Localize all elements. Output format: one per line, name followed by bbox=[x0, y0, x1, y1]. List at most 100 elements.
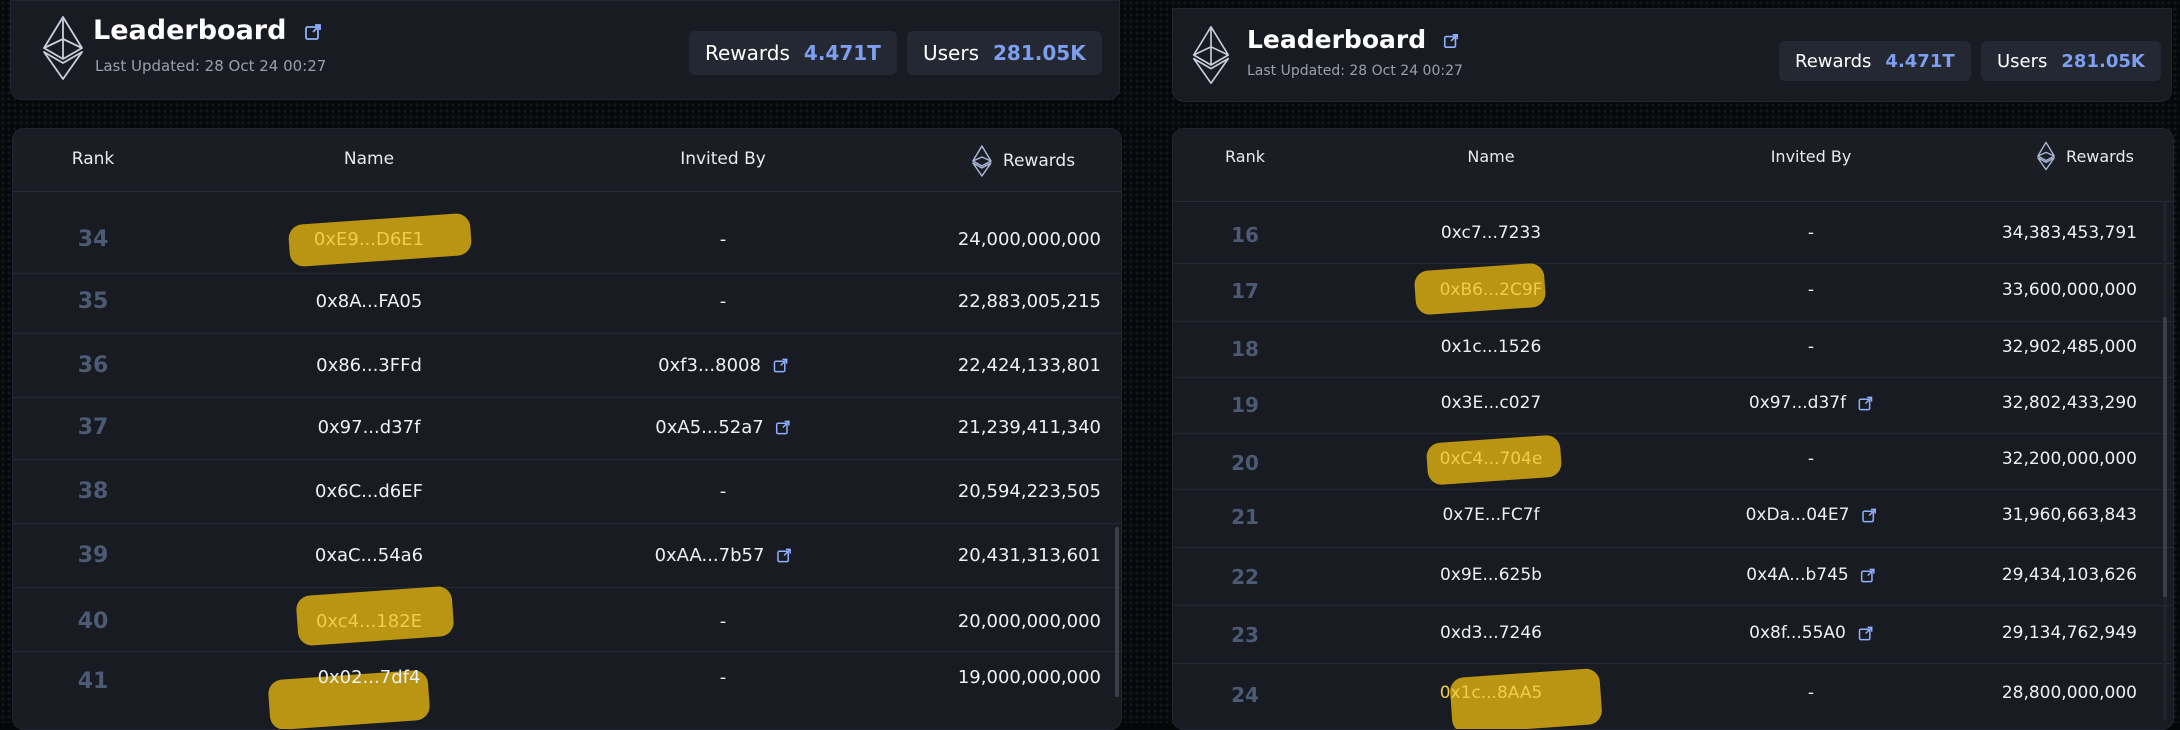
name-cell[interactable]: 0xC4...704e bbox=[1440, 449, 1543, 469]
rank-cell: 17 bbox=[1231, 279, 1259, 303]
rewards-cell: 22,883,005,215 bbox=[958, 291, 1101, 312]
scrollbar-thumb[interactable] bbox=[2163, 317, 2167, 597]
name-cell[interactable]: 0xd3...7246 bbox=[1440, 623, 1542, 643]
external-link-icon[interactable] bbox=[1443, 33, 1459, 49]
table-row[interactable]: 35 0x8A...FA05 - 22,883,005,215 bbox=[13, 273, 1121, 334]
rewards-cell: 20,000,000,000 bbox=[958, 611, 1101, 632]
name-cell[interactable]: 0x7E...FC7f bbox=[1442, 505, 1539, 525]
table-row[interactable]: 19 0x3E...c027 0x97...d37f 32,802,433,29… bbox=[1173, 377, 2173, 434]
table-row[interactable]: 38 0x6C...d6EF - 20,594,223,505 bbox=[13, 459, 1121, 524]
name-cell[interactable]: 0x9E...625b bbox=[1440, 565, 1542, 585]
ethereum-small-icon bbox=[2036, 141, 2056, 171]
rewards-cell: 24,000,000,000 bbox=[958, 229, 1101, 250]
col-name[interactable]: Name bbox=[344, 149, 394, 169]
rank-cell: 18 bbox=[1231, 337, 1259, 361]
rank-cell: 22 bbox=[1231, 565, 1259, 589]
table-row[interactable]: 39 0xaC...54a6 0xAA...7b57 20,431,313,60… bbox=[13, 523, 1121, 588]
name-cell[interactable]: 0x1c...1526 bbox=[1441, 337, 1542, 357]
external-link-icon[interactable] bbox=[776, 548, 791, 563]
rank-cell: 34 bbox=[78, 227, 109, 252]
external-link-icon[interactable] bbox=[1858, 396, 1873, 411]
table-row[interactable]: 36 0x86...3FFd 0xf3...8008 22,424,133,80… bbox=[13, 333, 1121, 398]
rank-cell: 24 bbox=[1231, 683, 1259, 707]
table-header: Rank Name Invited By Rewards bbox=[1173, 129, 2173, 202]
rewards-cell: 32,200,000,000 bbox=[2002, 449, 2137, 469]
name-cell[interactable]: 0xE9...D6E1 bbox=[314, 229, 424, 250]
ethereum-logo-icon bbox=[1191, 25, 1231, 85]
page-title: Leaderboard bbox=[93, 15, 322, 46]
invited-cell[interactable]: 0x4A...b745 bbox=[1746, 565, 1875, 585]
table-row[interactable]: 22 0x9E...625b 0x4A...b745 29,434,103,62… bbox=[1173, 547, 2173, 606]
invited-cell[interactable]: 0xAA...7b57 bbox=[655, 545, 792, 566]
rewards-cell: 28,800,000,000 bbox=[2002, 683, 2137, 703]
external-link-icon[interactable] bbox=[304, 23, 322, 41]
ethereum-logo-icon bbox=[41, 15, 85, 81]
name-cell[interactable]: 0xB6...2C9F bbox=[1440, 280, 1543, 300]
last-updated: Last Updated: 28 Oct 24 00:27 bbox=[95, 57, 326, 75]
name-cell[interactable]: 0x86...3FFd bbox=[316, 355, 422, 376]
invited-cell[interactable]: 0xf3...8008 bbox=[658, 355, 788, 376]
rewards-cell: 31,960,663,843 bbox=[2002, 505, 2137, 525]
rewards-cell: 32,802,433,290 bbox=[2002, 393, 2137, 413]
rank-cell: 38 bbox=[78, 479, 109, 504]
name-cell[interactable]: 0x97...d37f bbox=[318, 417, 421, 438]
rewards-cell: 32,902,485,000 bbox=[2002, 337, 2137, 357]
table-row[interactable]: 18 0x1c...1526 - 32,902,485,000 bbox=[1173, 321, 2173, 378]
name-cell[interactable]: 0xaC...54a6 bbox=[315, 545, 423, 566]
table-row[interactable]: 24 0x1c...8AA5 - 28,800,000,000 bbox=[1173, 663, 2173, 729]
rewards-cell: 29,134,762,949 bbox=[2002, 623, 2137, 643]
col-rank[interactable]: Rank bbox=[1225, 147, 1265, 166]
name-cell[interactable]: 0x1c...8AA5 bbox=[1440, 683, 1543, 703]
col-rewards[interactable]: Rewards bbox=[2036, 141, 2134, 171]
table-row[interactable]: 16 0xc7...7233 - 34,383,453,791 bbox=[1173, 207, 2173, 264]
table-row[interactable]: 17 0xB6...2C9F - 33,600,000,000 bbox=[1173, 263, 2173, 322]
table-header: Rank Name Invited By Rewards bbox=[13, 129, 1121, 192]
invited-cell[interactable]: 0xDa...04E7 bbox=[1746, 505, 1877, 525]
right-leaderboard-table: Rank Name Invited By Rewards 16 0xc7...7… bbox=[1172, 128, 2174, 730]
col-rank[interactable]: Rank bbox=[72, 149, 114, 169]
name-cell[interactable]: 0xc4...182E bbox=[316, 611, 422, 632]
rewards-cell: 33,600,000,000 bbox=[2002, 280, 2137, 300]
col-name[interactable]: Name bbox=[1467, 147, 1514, 166]
col-invited-by[interactable]: Invited By bbox=[680, 149, 766, 169]
table-row[interactable]: 41 0x02...7df4 - 19,000,000,000 bbox=[13, 651, 1121, 721]
rank-cell: 20 bbox=[1231, 451, 1259, 475]
scrollbar-thumb[interactable] bbox=[1115, 527, 1119, 697]
table-row[interactable]: 40 0xc4...182E - 20,000,000,000 bbox=[13, 587, 1121, 652]
page-title: Leaderboard bbox=[1247, 25, 1459, 54]
invited-cell[interactable]: 0xA5...52a7 bbox=[655, 417, 790, 438]
rank-cell: 36 bbox=[78, 353, 109, 378]
name-cell[interactable]: 0x02...7df4 bbox=[318, 667, 421, 688]
rank-cell: 21 bbox=[1231, 505, 1259, 529]
users-stat: Users 281.05K bbox=[907, 31, 1102, 75]
external-link-icon[interactable] bbox=[1858, 626, 1873, 641]
invited-cell[interactable]: 0x8f...55A0 bbox=[1749, 623, 1873, 643]
table-row[interactable]: 37 0x97...d37f 0xA5...52a7 21,239,411,34… bbox=[13, 397, 1121, 460]
col-invited-by[interactable]: Invited By bbox=[1771, 147, 1852, 166]
rewards-stat: Rewards 4.471T bbox=[1779, 41, 1971, 81]
invited-cell: - bbox=[720, 291, 727, 312]
name-cell[interactable]: 0x3E...c027 bbox=[1441, 393, 1541, 413]
external-link-icon[interactable] bbox=[773, 358, 788, 373]
name-cell[interactable]: 0x8A...FA05 bbox=[316, 291, 423, 312]
external-link-icon[interactable] bbox=[1861, 568, 1876, 583]
ethereum-small-icon bbox=[971, 145, 993, 177]
invited-cell[interactable]: 0x97...d37f bbox=[1749, 393, 1873, 413]
rewards-cell: 29,434,103,626 bbox=[2002, 565, 2137, 585]
external-link-icon[interactable] bbox=[776, 420, 791, 435]
rewards-cell: 34,383,453,791 bbox=[2002, 223, 2137, 243]
col-rewards[interactable]: Rewards bbox=[971, 145, 1075, 177]
rank-cell: 35 bbox=[78, 289, 109, 314]
table-row[interactable]: 34 0xE9...D6E1 - 24,000,000,000 bbox=[13, 213, 1121, 274]
table-row[interactable]: 21 0x7E...FC7f 0xDa...04E7 31,960,663,84… bbox=[1173, 489, 2173, 548]
table-row[interactable]: 20 0xC4...704e - 32,200,000,000 bbox=[1173, 433, 2173, 490]
invited-cell: - bbox=[1808, 280, 1814, 300]
invited-cell: - bbox=[720, 229, 727, 250]
invited-cell: - bbox=[1808, 223, 1814, 243]
table-row[interactable]: 23 0xd3...7246 0x8f...55A0 29,134,762,94… bbox=[1173, 605, 2173, 664]
name-cell[interactable]: 0x6C...d6EF bbox=[315, 481, 423, 502]
external-link-icon[interactable] bbox=[1861, 508, 1876, 523]
name-cell[interactable]: 0xc7...7233 bbox=[1441, 223, 1541, 243]
rewards-cell: 19,000,000,000 bbox=[958, 667, 1101, 688]
rewards-cell: 22,424,133,801 bbox=[958, 355, 1101, 376]
